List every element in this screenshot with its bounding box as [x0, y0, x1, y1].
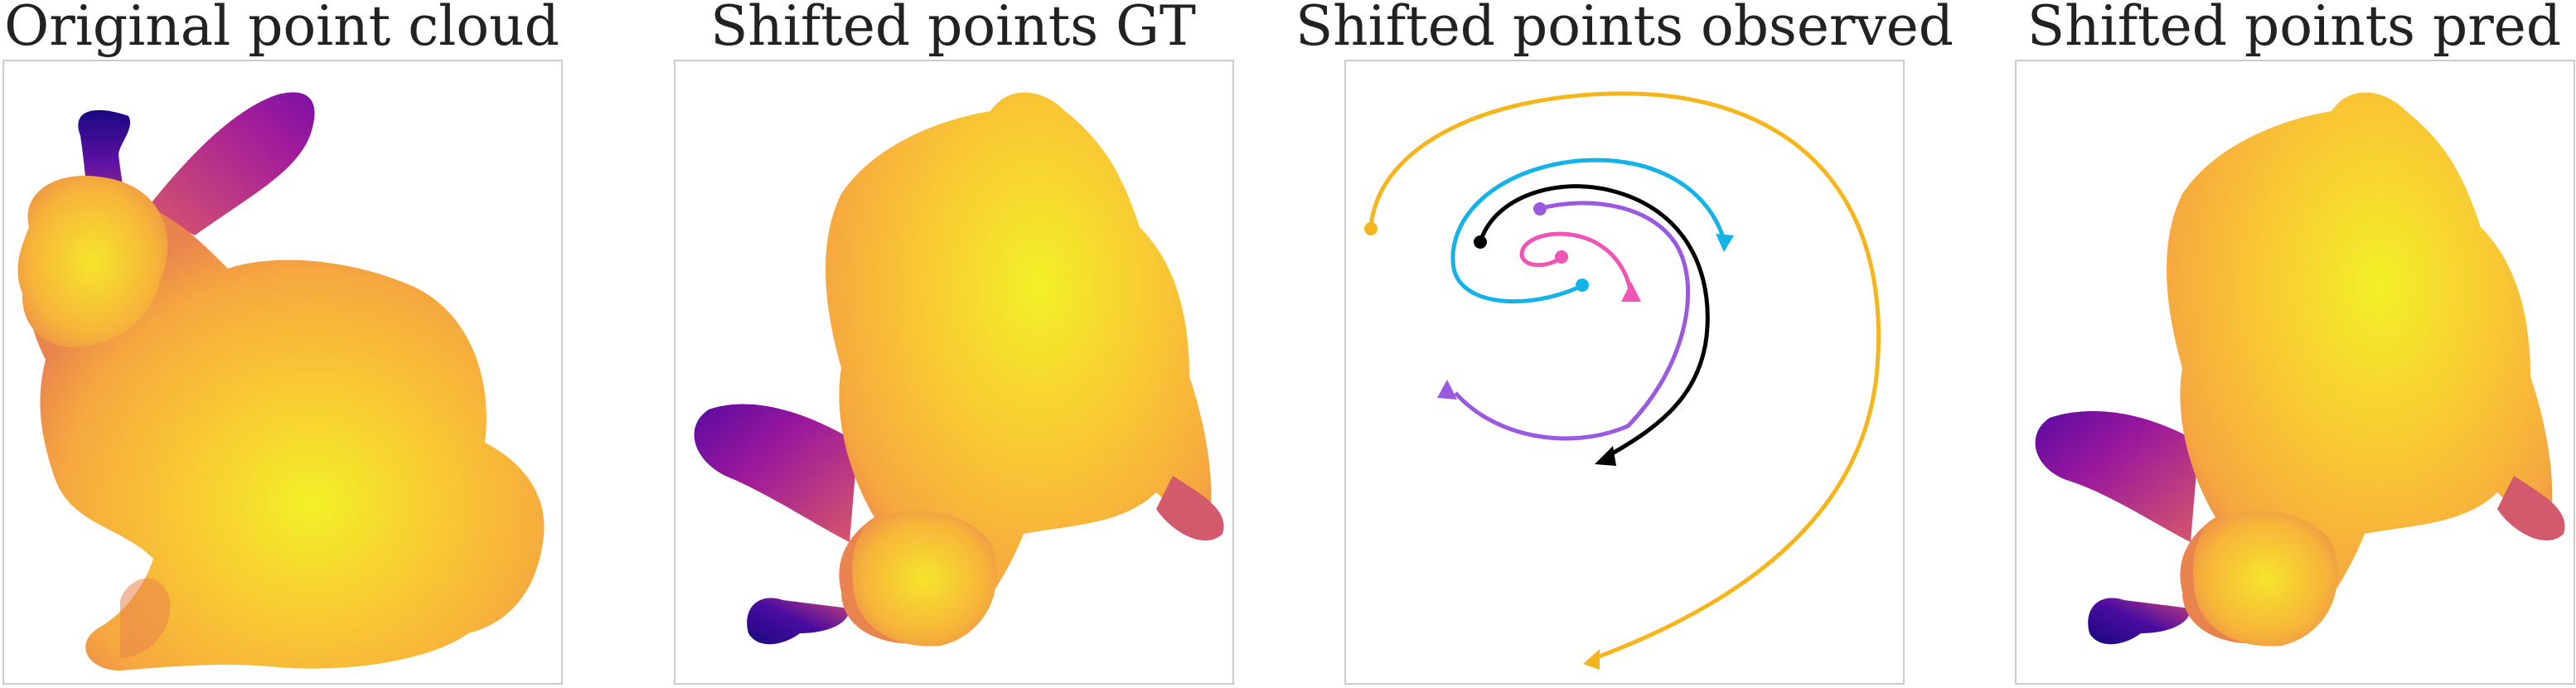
trajectory-plot — [1364, 91, 1881, 670]
bunny-ear-front — [2035, 410, 2199, 542]
bunny-head — [852, 511, 997, 647]
bunny-body — [2167, 92, 2553, 644]
trajectory-purple — [1454, 201, 1691, 441]
bunny-gt-plot — [694, 92, 1224, 647]
trajectory-blue-start — [1576, 279, 1589, 292]
bunny-ear-front — [145, 92, 315, 235]
trajectory-pink-end — [1621, 282, 1641, 302]
trajectory-black-start — [1474, 235, 1487, 249]
panel-title-observed: Shifted points observed — [1295, 0, 1954, 58]
panel-gt — [674, 60, 1234, 685]
panel-observed — [1344, 60, 1905, 685]
bunny-pred-plot — [2035, 92, 2565, 647]
panel-pred — [2015, 60, 2575, 685]
panel-title-gt: Shifted points GT — [710, 0, 1196, 58]
trajectory-pink-start — [1555, 250, 1568, 264]
trajectory-orange-start — [1364, 222, 1378, 235]
bunny-head — [2193, 511, 2338, 647]
trajectory-purple-start — [1533, 202, 1547, 216]
bunny-body — [826, 92, 1212, 644]
trajectory-orange — [1368, 91, 1881, 661]
trajectory-blue — [1450, 157, 1726, 304]
trajectory-pink — [1519, 231, 1634, 298]
bunny-ear-back — [2088, 598, 2191, 645]
bunny-ear-front — [694, 404, 858, 542]
trajectory-orange-end — [1583, 649, 1600, 670]
panel-title-original: Original point cloud — [4, 0, 559, 58]
trajectory-black-end — [1595, 446, 1616, 466]
trajectory-black — [1478, 184, 1710, 458]
bunny-paw — [2497, 476, 2565, 541]
bunny-body — [28, 191, 545, 671]
bunny-original-plot — [17, 92, 545, 671]
bunny-ear-back — [747, 598, 850, 645]
bunny-paw — [1156, 476, 1224, 541]
trajectory-purple-end — [1437, 380, 1457, 400]
bunny-leg-front — [120, 578, 171, 658]
bunny-head — [17, 176, 168, 348]
panel-title-pred: Shifted points pred — [2026, 0, 2562, 58]
trajectory-blue-end — [1716, 234, 1734, 252]
panel-original — [2, 60, 563, 685]
